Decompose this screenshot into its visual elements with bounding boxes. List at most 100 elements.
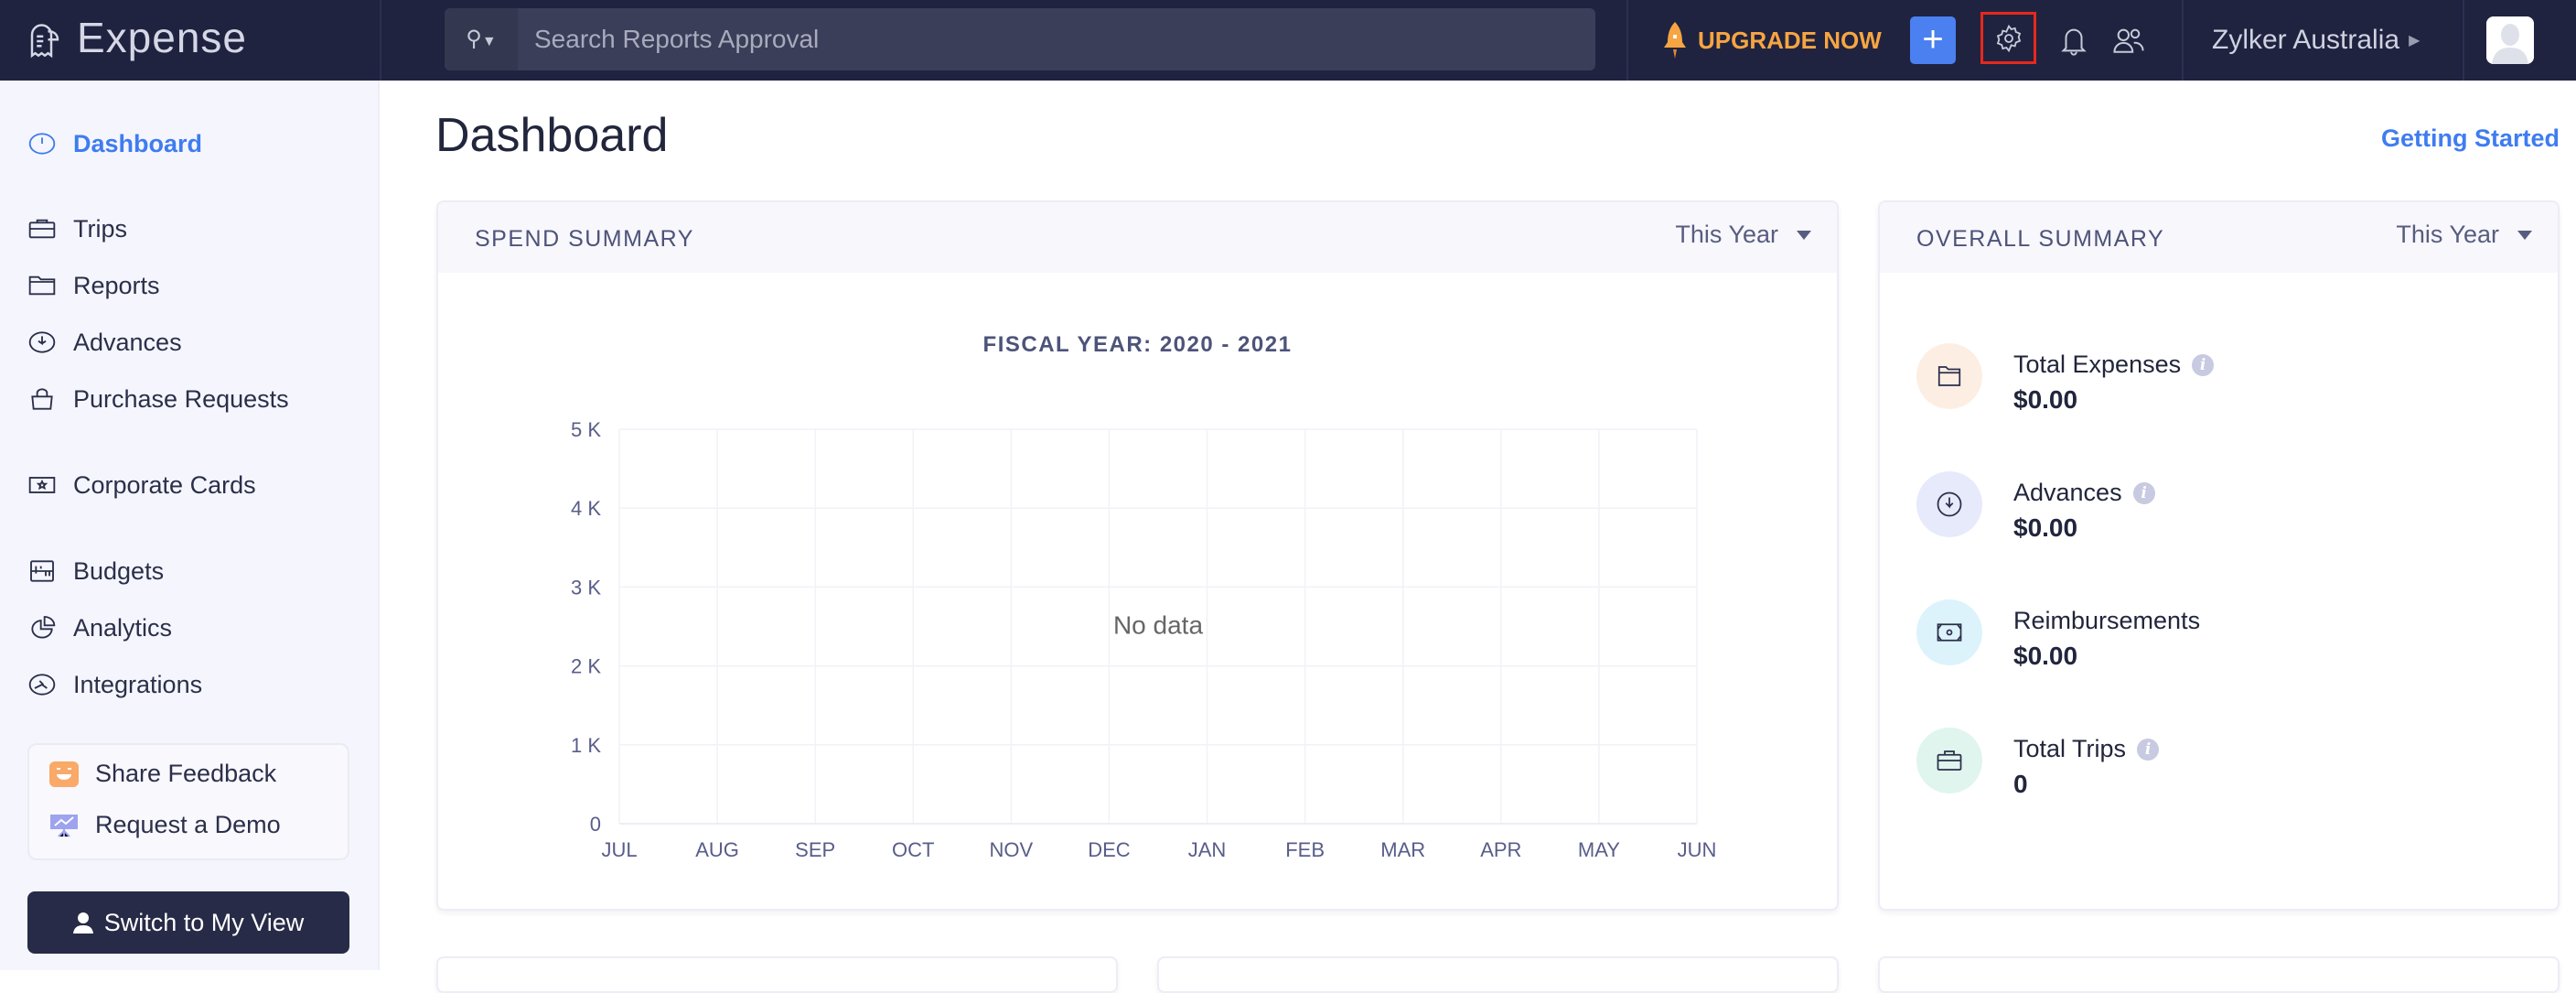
- sidebar-item-corporate-cards[interactable]: Corporate Cards: [27, 465, 256, 505]
- user-icon: [72, 912, 93, 934]
- org-name: Zylker Australia: [2212, 25, 2400, 55]
- y-tick-label: 3 K: [571, 576, 601, 599]
- sidebar-item-label: Analytics: [73, 613, 173, 642]
- dashboard-icon: [28, 133, 56, 155]
- briefcase-icon: [1916, 728, 1982, 793]
- top-header: Expense ⚲▼ UPGRADE NOW + Zylker Australi…: [0, 0, 2576, 81]
- x-tick-label: SEP: [795, 838, 835, 861]
- dashboard-card: [1157, 956, 1839, 993]
- gear-icon: [1996, 24, 2021, 52]
- sidebar-item-label: Advances: [73, 328, 182, 356]
- share-feedback-link[interactable]: Share Feedback: [49, 760, 276, 788]
- sidebar-item-label: Purchase Requests: [73, 384, 289, 413]
- period-dropdown[interactable]: This Year: [2396, 221, 2532, 249]
- divider: [2182, 0, 2184, 81]
- caret-right-icon: ▶: [2409, 33, 2420, 49]
- summary-value: $0.00: [2013, 513, 2078, 542]
- user-avatar-icon: [2486, 16, 2534, 64]
- sidebar: Dashboard Trips Reports Advances Purchas…: [0, 81, 380, 970]
- divider: [380, 0, 381, 81]
- presentation-icon: [50, 814, 78, 837]
- x-tick-label: JUN: [1678, 838, 1717, 861]
- organization-switcher[interactable]: Zylker Australia ▶: [2212, 18, 2420, 62]
- summary-label: Total Expenses: [2013, 351, 2182, 378]
- x-tick-label: JUL: [601, 838, 637, 861]
- info-icon[interactable]: i: [2132, 481, 2155, 504]
- expense-logo-icon: [30, 24, 59, 59]
- request-demo-link[interactable]: Request a Demo: [49, 811, 281, 839]
- sidebar-item-purchase-requests[interactable]: Purchase Requests: [27, 379, 289, 419]
- y-tick-label: 0: [590, 813, 601, 836]
- summary-value: $0.00: [2013, 642, 2078, 670]
- y-tick-label: 2 K: [571, 655, 601, 678]
- sidebar-item-label: Budgets: [73, 556, 165, 585]
- switch-view-label: Switch to My View: [103, 908, 305, 936]
- sidebar-item-integrations[interactable]: Integrations: [27, 664, 202, 705]
- sidebar-item-dashboard[interactable]: Dashboard: [27, 124, 202, 164]
- y-tick-label: 1 K: [571, 734, 601, 757]
- caret-down-icon: [2517, 230, 2532, 240]
- folder-icon: [28, 275, 56, 296]
- divider: [1626, 0, 1628, 81]
- dashboard-card: [436, 956, 1118, 993]
- card-title: OVERALL SUMMARY: [1916, 226, 2165, 252]
- summary-label: Reimbursements: [2013, 607, 2201, 634]
- card-header: OVERALL SUMMARY This Year: [1880, 202, 2558, 273]
- caret-down-icon: ▼: [481, 34, 497, 49]
- x-tick-label: MAR: [1380, 838, 1425, 861]
- x-tick-label: FEB: [1285, 838, 1325, 861]
- avatar[interactable]: [2486, 16, 2534, 64]
- sidebar-item-label: Reports: [73, 271, 160, 299]
- quick-create-button[interactable]: +: [1910, 16, 1956, 64]
- period-dropdown[interactable]: This Year: [1675, 221, 1811, 249]
- summary-label: Total Trips: [2013, 735, 2127, 762]
- users-icon: [2113, 28, 2144, 53]
- folder-icon: [1916, 343, 1982, 409]
- card-icon: [28, 477, 56, 493]
- request-demo-label: Request a Demo: [95, 811, 281, 838]
- sidebar-item-advances[interactable]: Advances: [27, 322, 182, 362]
- app-name[interactable]: Expense: [77, 14, 248, 61]
- x-tick-label: JAN: [1188, 838, 1227, 861]
- sidebar-item-reports[interactable]: Reports: [27, 265, 160, 306]
- switch-to-my-view-button[interactable]: Switch to My View: [27, 891, 349, 954]
- bell-icon: [2061, 28, 2087, 56]
- settings-button[interactable]: [1980, 12, 2036, 64]
- search-input[interactable]: [534, 8, 1540, 70]
- users-button[interactable]: [2109, 16, 2149, 64]
- x-tick-label: AUG: [695, 838, 739, 861]
- summary-label: Advances: [2013, 479, 2122, 506]
- sidebar-item-analytics[interactable]: Analytics: [27, 608, 172, 648]
- summary-value: $0.00: [2013, 385, 2078, 414]
- sidebar-item-trips[interactable]: Trips: [27, 209, 127, 249]
- period-label: This Year: [1675, 221, 1778, 248]
- getting-started-link[interactable]: Getting Started: [2380, 124, 2560, 152]
- shopping-bag-icon: [31, 388, 53, 410]
- spend-summary-card: SPEND SUMMARY This Year FISCAL YEAR: 202…: [436, 200, 1839, 911]
- cash-icon: [1916, 599, 1982, 665]
- search-scope-dropdown[interactable]: ⚲▼: [445, 8, 518, 70]
- clock-arrow-icon: [28, 331, 56, 353]
- search-bar[interactable]: ⚲▼: [445, 8, 1595, 70]
- caret-down-icon: [1797, 230, 1811, 240]
- upgrade-now-button[interactable]: UPGRADE NOW: [1663, 20, 1882, 60]
- chart-title: FISCAL YEAR: 2020 - 2021: [982, 332, 1293, 357]
- dashboard-card: [1878, 956, 2560, 993]
- sidebar-item-budgets[interactable]: Budgets: [27, 551, 164, 591]
- period-label: This Year: [2396, 221, 2499, 248]
- info-icon[interactable]: i: [2137, 738, 2160, 761]
- summary-value: 0: [2013, 770, 2028, 798]
- y-tick-label: 4 K: [571, 497, 601, 520]
- x-tick-label: OCT: [892, 838, 934, 861]
- briefcase-icon: [28, 219, 56, 239]
- rocket-icon: [1664, 22, 1686, 59]
- info-icon[interactable]: i: [2192, 353, 2215, 376]
- notifications-button[interactable]: [2054, 16, 2094, 64]
- sidebar-item-label: Corporate Cards: [73, 470, 256, 499]
- overall-summary-card: OVERALL SUMMARY This Year Total Expenses…: [1878, 200, 2560, 911]
- budget-icon: [30, 560, 54, 582]
- y-tick-label: 5 K: [571, 418, 601, 441]
- divider: [2463, 0, 2464, 81]
- sidebar-item-label: Integrations: [73, 670, 203, 698]
- pie-chart-icon: [31, 616, 56, 639]
